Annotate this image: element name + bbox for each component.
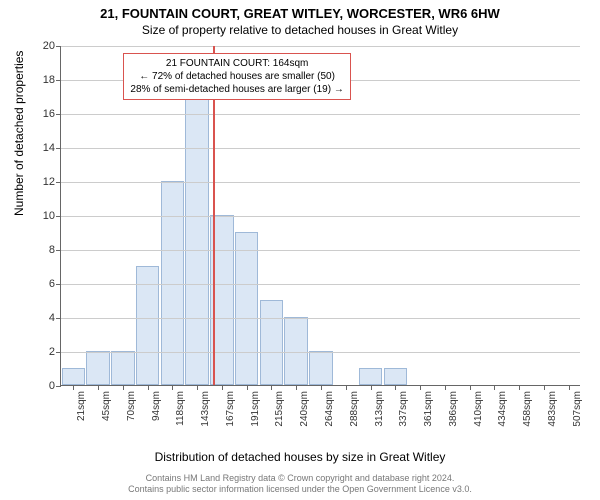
bar [284,317,308,385]
xtick-mark [222,385,223,390]
gridline-h [61,284,580,285]
ytick-mark [56,80,61,81]
footer-line-1: Contains HM Land Registry data © Crown c… [0,473,600,485]
ytick-mark [56,216,61,217]
annotation-line: 28% of semi-detached houses are larger (… [130,83,343,96]
footer-line-2: Contains public sector information licen… [0,484,600,496]
xtick-mark [296,385,297,390]
ytick-mark [56,386,61,387]
xtick-mark [470,385,471,390]
xtick-mark [445,385,446,390]
xtick-mark [346,385,347,390]
xtick-mark [544,385,545,390]
ytick-mark [56,114,61,115]
gridline-h [61,182,580,183]
ytick-label: 4 [49,312,55,324]
gridline-h [61,318,580,319]
bar [235,232,259,385]
xtick-mark [569,385,570,390]
bar [185,79,209,385]
xtick-label: 288sqm [349,391,360,427]
xtick-label: 143sqm [200,391,211,427]
xtick-label: 45sqm [101,391,112,421]
ytick-label: 16 [43,108,55,120]
xtick-mark [271,385,272,390]
xtick-mark [172,385,173,390]
xtick-mark [321,385,322,390]
bar [359,368,383,385]
xtick-label: 483sqm [547,391,558,427]
gridline-h [61,148,580,149]
ytick-mark [56,284,61,285]
xtick-label: 264sqm [324,391,335,427]
xtick-mark [420,385,421,390]
xtick-mark [494,385,495,390]
ytick-mark [56,352,61,353]
ytick-label: 18 [43,74,55,86]
ytick-mark [56,46,61,47]
chart-plot-area: 0246810121416182021sqm45sqm70sqm94sqm118… [60,46,580,386]
xtick-mark [395,385,396,390]
ytick-label: 12 [43,176,55,188]
title-main: 21, FOUNTAIN COURT, GREAT WITLEY, WORCES… [0,6,600,21]
chart-title-block: 21, FOUNTAIN COURT, GREAT WITLEY, WORCES… [0,0,600,37]
ytick-mark [56,250,61,251]
ytick-label: 2 [49,346,55,358]
ytick-mark [56,318,61,319]
xtick-label: 94sqm [151,391,162,421]
ytick-label: 6 [49,278,55,290]
gridline-h [61,250,580,251]
annotation-box: 21 FOUNTAIN COURT: 164sqm← 72% of detach… [123,53,350,100]
annotation-line: ← 72% of detached houses are smaller (50… [130,70,343,83]
xtick-mark [73,385,74,390]
ytick-label: 14 [43,142,55,154]
gridline-h [61,114,580,115]
xtick-label: 386sqm [448,391,459,427]
bar [384,368,408,385]
xtick-label: 21sqm [76,391,87,421]
xtick-label: 337sqm [398,391,409,427]
xtick-label: 118sqm [175,391,186,426]
ytick-label: 20 [43,40,55,52]
xtick-mark [148,385,149,390]
ytick-mark [56,182,61,183]
ytick-mark [56,148,61,149]
xtick-label: 507sqm [572,391,583,427]
xtick-label: 313sqm [374,391,385,427]
title-sub: Size of property relative to detached ho… [0,23,600,37]
xtick-mark [519,385,520,390]
bar [161,181,185,385]
bar [86,351,110,385]
bar [309,351,333,385]
xtick-label: 240sqm [299,391,310,427]
xtick-mark [371,385,372,390]
xtick-mark [247,385,248,390]
xtick-label: 458sqm [522,391,533,427]
xtick-label: 70sqm [126,391,137,421]
xtick-mark [197,385,198,390]
gridline-h [61,216,580,217]
x-axis-label: Distribution of detached houses by size … [0,450,600,464]
xtick-label: 191sqm [250,391,261,427]
xtick-label: 410sqm [473,391,484,427]
xtick-label: 361sqm [423,391,434,427]
bar [111,351,135,385]
y-axis-label: Number of detached properties [12,51,26,216]
xtick-label: 215sqm [274,391,285,427]
bar [260,300,284,385]
xtick-label: 434sqm [497,391,508,427]
bar [62,368,86,385]
footer-attribution: Contains HM Land Registry data © Crown c… [0,473,600,496]
gridline-h [61,352,580,353]
gridline-h [61,46,580,47]
xtick-mark [98,385,99,390]
xtick-label: 167sqm [225,391,236,427]
ytick-label: 8 [49,244,55,256]
ytick-label: 10 [43,210,55,222]
ytick-label: 0 [49,380,55,392]
xtick-mark [123,385,124,390]
annotation-line: 21 FOUNTAIN COURT: 164sqm [130,57,343,70]
